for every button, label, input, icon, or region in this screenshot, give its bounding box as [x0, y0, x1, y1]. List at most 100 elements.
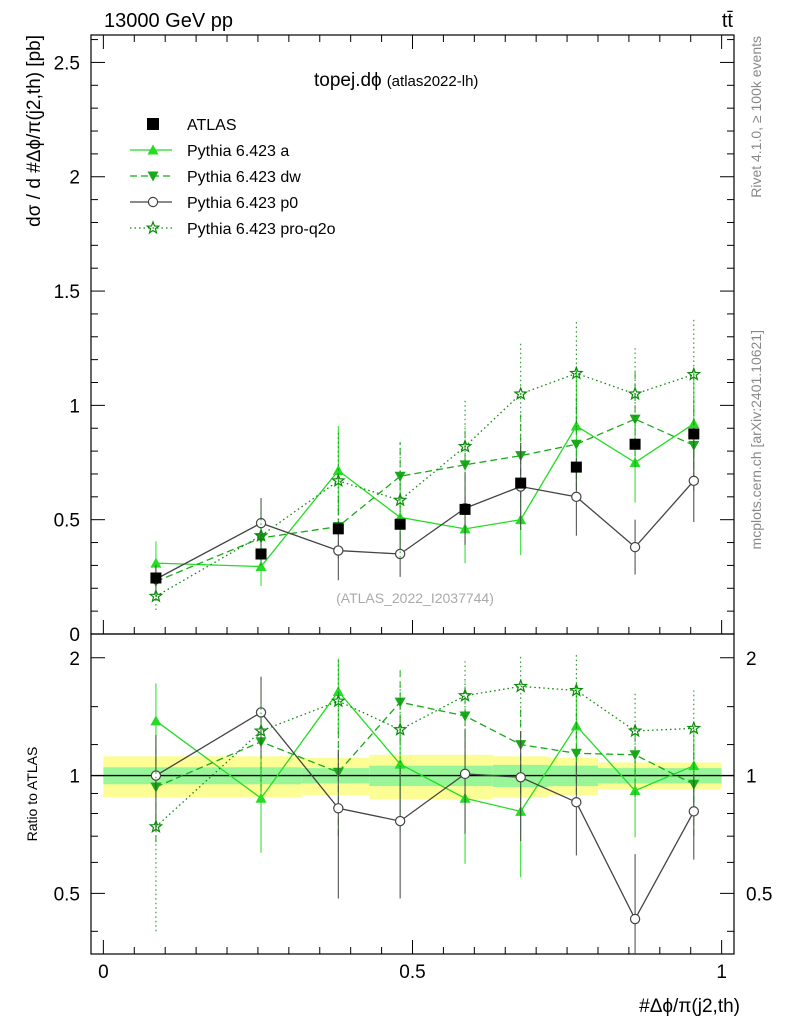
legend-marker	[147, 196, 159, 208]
header-left-label: 13000 GeV pp	[104, 10, 233, 32]
series-3-ratio-point	[330, 693, 346, 708]
ratio-y-tick-label-right: 0.5	[746, 884, 772, 905]
series-1-ratio-point	[570, 748, 582, 759]
chart-title-main: topej.dϕ	[314, 70, 382, 91]
series-3-ratio-point	[569, 682, 584, 697]
x-axis-label: #Δϕ/π(j2,th)	[639, 996, 740, 1017]
series-2-ratio-point	[150, 770, 162, 781]
legend-label: Pythia 6.423 dw	[187, 169, 301, 186]
atlas-data-point	[515, 477, 527, 489]
series-2-ratio-point	[571, 796, 582, 808]
series-2-ratio-line	[155, 711, 695, 921]
main-y-tick-label: 0.5	[54, 511, 80, 532]
atlas-data-layer	[150, 428, 700, 584]
series-3-main-line	[155, 372, 695, 597]
axis-ticks: 0 0.5 1 0 0.5 1 1.5 2 2.5 0.5 0.5 1 1 2 2	[54, 35, 772, 983]
main-y-tick-label: 0	[69, 625, 80, 646]
series-1-main-point	[459, 460, 471, 471]
legend-label: ATLAS	[187, 117, 237, 134]
series-2-main-point	[688, 475, 700, 487]
series-2-ratio-point	[629, 913, 641, 925]
series-2-main-point	[394, 548, 406, 560]
main-y-tick-label: 2.5	[54, 53, 80, 74]
series-0-ratio-point	[255, 792, 267, 803]
series-0-main-point	[570, 420, 582, 431]
x-tick-label: 1	[716, 962, 727, 983]
chart-title: topej.dϕ (atlas2022-lh)	[314, 70, 478, 91]
x-tick-label: 0.5	[399, 962, 425, 983]
atlas-data-point	[459, 503, 471, 515]
series-2-ratio-point	[515, 772, 526, 783]
ratio-y-tick-label-left: 1	[69, 767, 80, 788]
atlas-data-point	[150, 572, 162, 584]
series-3-ratio-point	[253, 723, 269, 738]
ratio-y-tick-label-right: 1	[746, 767, 757, 788]
chart-title-tag: (atlas2022-lh)	[387, 73, 479, 90]
legend-entry: Pythia 6.423 pro-q2o	[130, 220, 336, 238]
series-2-main-point	[629, 541, 641, 553]
series-2-main-point	[333, 545, 344, 556]
series-0-ratio-point	[150, 715, 162, 726]
series-3-main-point	[148, 588, 164, 603]
series-2-ratio-point	[333, 803, 344, 814]
series-0-ratio-point	[332, 685, 344, 696]
side-label-mcplots: mcplots.cern.ch [arXiv:2401.10621]	[748, 330, 764, 549]
atlas-data-point	[394, 518, 406, 530]
legend-marker	[147, 144, 159, 155]
series-2-ratio-point	[394, 815, 406, 827]
ratio-y-tick-label-left: 2	[69, 649, 80, 670]
series-3-ratio-point	[513, 678, 529, 693]
series-1-main-point	[629, 414, 641, 425]
header-right-label: tt̄	[722, 10, 734, 32]
series-0-ratio-point	[394, 758, 406, 769]
main-y-tick-label: 1.5	[54, 282, 80, 303]
series-3-main-point	[627, 386, 643, 401]
legend-label: Pythia 6.423 a	[187, 143, 289, 160]
series-3-main-point	[330, 473, 346, 488]
atlas-data-point	[570, 461, 582, 473]
series-2-main-line	[155, 480, 695, 580]
legend-entry: Pythia 6.423 dw	[130, 169, 301, 186]
ratio-y-tick-label-left: 0.5	[54, 884, 80, 905]
ratio-y-tick-label-right: 2	[746, 649, 757, 670]
series-1-main-point	[394, 471, 406, 482]
series-3-main-point	[392, 492, 408, 507]
series-3-main-point	[513, 386, 529, 401]
series-3-ratio-point	[457, 687, 473, 702]
atlas-data-point	[688, 428, 700, 440]
legend-marker	[145, 220, 161, 235]
main-y-axis-label: dσ / d #Δϕ/π(j2,th) [pb]	[24, 35, 45, 227]
series-1-ratio-point	[394, 697, 406, 708]
series-2-ratio-point	[255, 707, 267, 718]
legend-entry: Pythia 6.423 a	[130, 143, 289, 160]
series-2-ratio-point	[688, 806, 700, 817]
legend-marker	[147, 118, 159, 130]
x-tick-label: 0	[98, 962, 109, 983]
series-0-main-point	[255, 561, 267, 572]
series-3-ratio-point	[392, 721, 408, 736]
legend-label: Pythia 6.423 p0	[187, 195, 298, 212]
series-3-main-point	[253, 527, 269, 542]
legend: ATLAS Pythia 6.423 a Pythia 6.423 dw Pythia…	[130, 117, 336, 238]
series-1-main-line	[155, 418, 695, 583]
side-label-rivet: Rivet 4.1.0, ≥ 100k events	[748, 36, 764, 198]
series-3-ratio-point	[686, 720, 702, 735]
legend-entry: ATLAS	[147, 117, 237, 134]
legend-marker	[147, 171, 159, 182]
series-0-main-point	[150, 557, 162, 568]
series-3-ratio-point	[627, 723, 643, 738]
analysis-watermark: (ATLAS_2022_I2037744)	[336, 590, 494, 606]
series-3-main-point	[569, 365, 584, 380]
series-2-main-point	[571, 491, 582, 503]
series-1-ratio-point	[629, 750, 641, 761]
main-y-tick-label: 1	[69, 396, 80, 417]
series-2-main-point	[255, 517, 267, 529]
atlas-data-point	[255, 548, 267, 560]
main-y-tick-label: 2	[69, 168, 80, 189]
series-3-ratio-point	[148, 819, 164, 833]
series-2-ratio-point	[459, 768, 471, 780]
legend-label: Pythia 6.423 pro-q2o	[187, 221, 336, 238]
atlas-data-point	[332, 523, 344, 535]
series-0-main-line	[155, 423, 695, 568]
